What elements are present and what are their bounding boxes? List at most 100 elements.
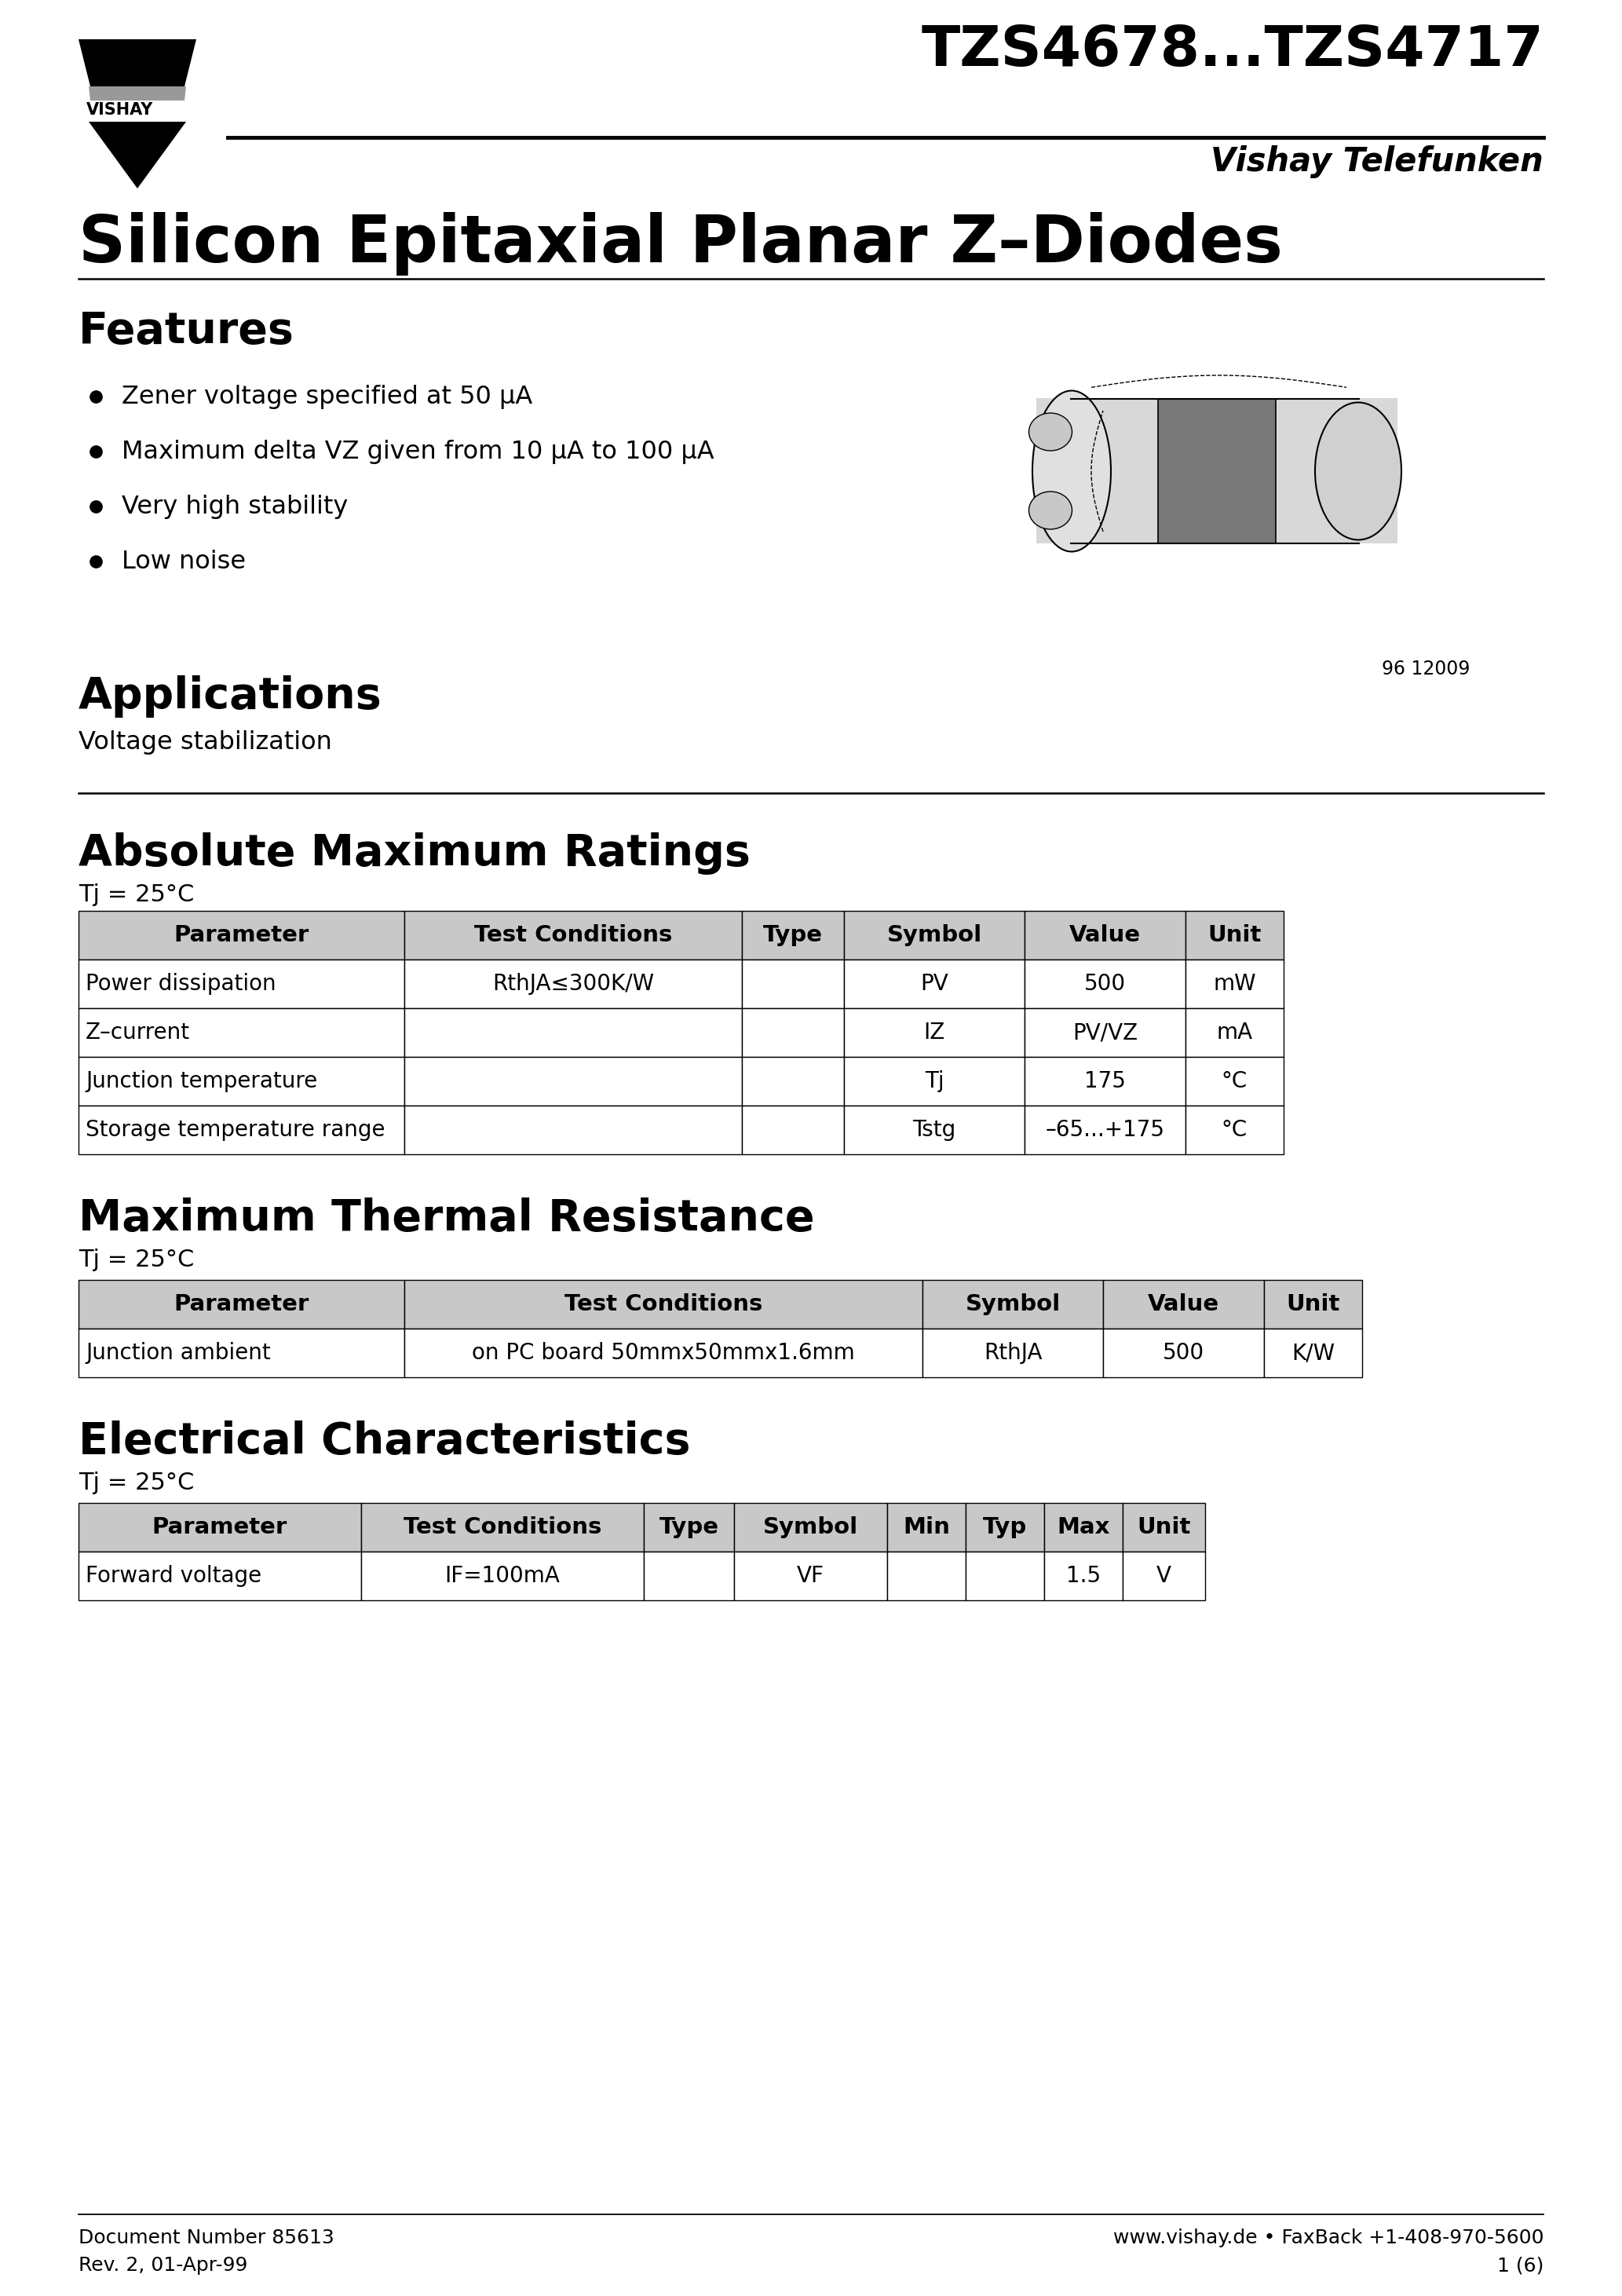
Bar — [1122, 1552, 1205, 1600]
Text: Voltage stabilization: Voltage stabilization — [78, 730, 333, 755]
Text: Typ: Typ — [983, 1515, 1027, 1538]
Text: K/W: K/W — [1291, 1341, 1335, 1364]
Text: Test Conditions: Test Conditions — [404, 1515, 602, 1538]
Bar — [965, 1504, 1045, 1552]
Text: Type: Type — [762, 925, 822, 946]
Bar — [923, 1279, 1103, 1329]
Bar — [843, 912, 1025, 960]
Bar — [404, 960, 741, 1008]
Text: °C: °C — [1221, 1070, 1247, 1093]
Bar — [404, 1056, 741, 1107]
Bar — [404, 912, 741, 960]
Bar — [78, 1008, 404, 1056]
Text: Zener voltage specified at 50 μA: Zener voltage specified at 50 μA — [122, 386, 532, 409]
Text: mA: mA — [1216, 1022, 1252, 1045]
Text: 500: 500 — [1163, 1341, 1205, 1364]
Text: Type: Type — [659, 1515, 719, 1538]
Text: °C: °C — [1221, 1118, 1247, 1141]
Bar — [741, 1008, 843, 1056]
Bar — [78, 1056, 404, 1107]
Bar — [741, 1107, 843, 1155]
Bar — [404, 1329, 923, 1378]
Text: Value: Value — [1148, 1293, 1220, 1316]
Bar — [887, 1504, 965, 1552]
Bar — [78, 1329, 404, 1378]
Text: RthJA≤300K/W: RthJA≤300K/W — [491, 974, 654, 994]
Ellipse shape — [1028, 491, 1072, 530]
Text: IZ: IZ — [923, 1022, 946, 1045]
Text: Maximum delta VZ given from 10 μA to 100 μA: Maximum delta VZ given from 10 μA to 100… — [122, 441, 714, 464]
Bar — [1186, 1056, 1283, 1107]
Text: Storage temperature range: Storage temperature range — [86, 1118, 384, 1141]
Ellipse shape — [1028, 413, 1072, 450]
Text: Tj = 25°C: Tj = 25°C — [78, 1472, 195, 1495]
Ellipse shape — [1032, 390, 1111, 551]
Text: Parameter: Parameter — [174, 925, 310, 946]
Bar — [78, 1107, 404, 1155]
Bar — [1186, 1107, 1283, 1155]
Text: Low noise: Low noise — [122, 549, 247, 574]
Bar — [644, 1552, 735, 1600]
Bar — [887, 1552, 965, 1600]
Bar — [843, 1107, 1025, 1155]
Text: Silicon Epitaxial Planar Z–Diodes: Silicon Epitaxial Planar Z–Diodes — [78, 211, 1283, 276]
Bar — [1264, 1329, 1362, 1378]
Text: Document Number 85613
Rev. 2, 01-Apr-99: Document Number 85613 Rev. 2, 01-Apr-99 — [78, 2229, 334, 2275]
Bar — [404, 1107, 741, 1155]
Bar — [1264, 1279, 1362, 1329]
Text: www.vishay.de • FaxBack +1-408-970-5600
1 (6): www.vishay.de • FaxBack +1-408-970-5600 … — [1113, 2229, 1544, 2275]
Text: TZS4678...TZS4717: TZS4678...TZS4717 — [921, 23, 1544, 78]
Polygon shape — [89, 122, 187, 188]
Text: 500: 500 — [1083, 974, 1126, 994]
Text: Max: Max — [1058, 1515, 1109, 1538]
Text: Power dissipation: Power dissipation — [86, 974, 276, 994]
Text: V: V — [1156, 1566, 1171, 1587]
Bar — [1186, 960, 1283, 1008]
Text: Symbol: Symbol — [965, 1293, 1061, 1316]
Text: VF: VF — [796, 1566, 824, 1587]
Bar — [843, 1008, 1025, 1056]
Text: Unit: Unit — [1286, 1293, 1340, 1316]
Bar — [1186, 912, 1283, 960]
Polygon shape — [78, 39, 196, 87]
Text: Tstg: Tstg — [913, 1118, 955, 1141]
Text: Z–current: Z–current — [86, 1022, 190, 1045]
Bar — [362, 1504, 644, 1552]
Text: Junction ambient: Junction ambient — [86, 1341, 271, 1364]
Text: Electrical Characteristics: Electrical Characteristics — [78, 1421, 691, 1463]
Text: Forward voltage: Forward voltage — [86, 1566, 261, 1587]
Bar — [923, 1329, 1103, 1378]
Bar — [1025, 1056, 1186, 1107]
Bar — [78, 1279, 404, 1329]
Text: on PC board 50mmx50mmx1.6mm: on PC board 50mmx50mmx1.6mm — [472, 1341, 855, 1364]
Ellipse shape — [1315, 402, 1401, 540]
Text: Test Conditions: Test Conditions — [474, 925, 672, 946]
Bar — [1036, 397, 1398, 544]
Text: Applications: Applications — [78, 675, 383, 719]
Bar — [1186, 1008, 1283, 1056]
Bar — [404, 1008, 741, 1056]
Text: Parameter: Parameter — [174, 1293, 310, 1316]
Bar — [78, 1552, 362, 1600]
Bar — [741, 912, 843, 960]
Text: 175: 175 — [1083, 1070, 1126, 1093]
Text: mW: mW — [1213, 974, 1255, 994]
Bar — [78, 912, 404, 960]
Text: Test Conditions: Test Conditions — [564, 1293, 762, 1316]
Bar — [1045, 1552, 1122, 1600]
Bar — [1122, 1504, 1205, 1552]
Text: Absolute Maximum Ratings: Absolute Maximum Ratings — [78, 833, 751, 875]
Bar — [1025, 912, 1186, 960]
Bar — [1103, 1329, 1264, 1378]
Text: Maximum Thermal Resistance: Maximum Thermal Resistance — [78, 1199, 814, 1240]
Text: Vishay Telefunken: Vishay Telefunken — [1210, 145, 1544, 179]
Text: Tj = 25°C: Tj = 25°C — [78, 884, 195, 907]
Bar — [735, 1552, 887, 1600]
Bar — [735, 1504, 887, 1552]
Text: RthJA: RthJA — [983, 1341, 1041, 1364]
Bar — [1158, 397, 1277, 544]
Bar — [843, 960, 1025, 1008]
Text: Very high stability: Very high stability — [122, 494, 349, 519]
Bar — [843, 1056, 1025, 1107]
Text: Junction temperature: Junction temperature — [86, 1070, 318, 1093]
